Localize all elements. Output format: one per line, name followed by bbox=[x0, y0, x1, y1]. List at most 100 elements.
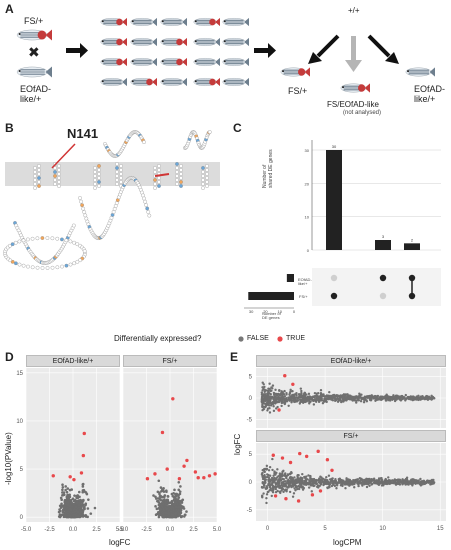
residue-circle bbox=[55, 236, 60, 241]
non-de-point bbox=[427, 397, 431, 401]
residue-circle bbox=[17, 239, 22, 244]
non-de-point bbox=[66, 487, 70, 490]
non-de-point bbox=[353, 486, 356, 489]
non-de-point bbox=[271, 384, 275, 387]
residue-circle bbox=[175, 162, 179, 166]
non-de-point bbox=[298, 402, 302, 405]
residue-circle bbox=[93, 186, 97, 190]
non-de-point bbox=[274, 472, 277, 476]
non-de-point bbox=[60, 502, 63, 506]
non-de-point bbox=[372, 396, 376, 399]
non-de-point bbox=[430, 396, 434, 399]
residue-circle bbox=[97, 176, 101, 180]
non-de-point bbox=[69, 509, 73, 512]
non-de-point bbox=[366, 483, 370, 486]
residue-circle bbox=[179, 176, 183, 180]
non-de-point bbox=[267, 473, 270, 477]
x-tick-label: 5.0 bbox=[116, 527, 125, 533]
set-size-axis-label: Number of DE genes bbox=[262, 311, 281, 320]
non-de-point bbox=[380, 395, 383, 398]
de-point bbox=[277, 408, 281, 412]
non-de-point bbox=[356, 396, 359, 399]
non-de-point bbox=[77, 490, 81, 494]
non-de-point bbox=[267, 480, 270, 483]
residue-circle bbox=[81, 206, 86, 211]
non-de-point bbox=[384, 396, 387, 399]
residue-circle bbox=[115, 170, 119, 174]
non-de-point bbox=[285, 474, 288, 478]
non-de-point bbox=[260, 391, 263, 394]
non-de-point bbox=[301, 472, 304, 476]
non-de-point bbox=[355, 401, 358, 404]
non-de-point bbox=[269, 404, 273, 407]
residue-circle bbox=[147, 213, 152, 218]
residue-circle bbox=[60, 264, 64, 269]
non-de-point bbox=[307, 392, 311, 396]
non-de-point bbox=[325, 476, 328, 479]
residue-circle bbox=[145, 206, 150, 211]
non-de-point bbox=[328, 478, 332, 481]
residue-circle bbox=[21, 238, 26, 243]
non-de-point bbox=[327, 474, 331, 477]
non-de-point bbox=[64, 485, 67, 488]
non-de-point bbox=[363, 395, 367, 399]
zebrafish-icon bbox=[280, 67, 310, 77]
non-de-point bbox=[270, 386, 273, 389]
non-de-point bbox=[299, 480, 302, 483]
non-de-point bbox=[376, 398, 379, 401]
non-de-point bbox=[323, 397, 326, 400]
residue-circle bbox=[80, 203, 84, 208]
panel-a-letter: A bbox=[5, 2, 14, 16]
non-de-point bbox=[75, 496, 78, 500]
residue-circle bbox=[153, 170, 157, 174]
ma-x-label: logCPM bbox=[333, 538, 362, 547]
residue-circle bbox=[50, 265, 55, 270]
arrow-down-grey-icon bbox=[345, 36, 362, 72]
de-point bbox=[284, 497, 288, 501]
non-de-point bbox=[373, 481, 376, 485]
non-de-point bbox=[319, 399, 322, 402]
set-size-bar bbox=[248, 292, 294, 300]
non-de-point bbox=[66, 503, 70, 507]
non-de-point bbox=[320, 478, 324, 482]
non-de-point bbox=[358, 392, 361, 395]
offspring-fs-label: FS/+ bbox=[288, 86, 308, 96]
residue-circle bbox=[179, 184, 183, 188]
residue-circle bbox=[201, 174, 205, 178]
non-de-point bbox=[73, 510, 76, 514]
non-de-point bbox=[68, 514, 72, 518]
non-de-point bbox=[265, 493, 269, 496]
non-de-point bbox=[396, 394, 400, 398]
non-de-point bbox=[271, 491, 275, 494]
zebrafish-icon bbox=[130, 37, 157, 47]
non-de-point bbox=[313, 394, 317, 398]
non-de-point bbox=[307, 486, 311, 489]
arrow-down-left-icon bbox=[308, 34, 340, 64]
non-de-point bbox=[359, 479, 362, 482]
residue-circle bbox=[205, 164, 209, 168]
panel-c-letter: C bbox=[233, 121, 242, 135]
non-de-point bbox=[273, 476, 276, 480]
residue-circle bbox=[30, 236, 35, 241]
residue-circle bbox=[33, 178, 37, 182]
residue-circle bbox=[153, 186, 157, 190]
residue-circle bbox=[157, 180, 161, 184]
non-de-point bbox=[263, 395, 267, 398]
non-de-point bbox=[385, 393, 388, 396]
non-de-point bbox=[268, 465, 272, 469]
residue-circle bbox=[82, 210, 87, 214]
non-de-point bbox=[58, 513, 62, 516]
non-de-point bbox=[264, 481, 267, 484]
y-tick-label: -5 bbox=[247, 417, 253, 423]
ma-y-label: logFC bbox=[233, 433, 242, 455]
non-de-point bbox=[364, 478, 368, 481]
residue-circle bbox=[72, 261, 77, 266]
non-de-point bbox=[368, 395, 371, 398]
non-de-point bbox=[352, 396, 356, 400]
residue-circle bbox=[45, 266, 50, 270]
non-de-point bbox=[274, 388, 277, 392]
non-de-point bbox=[318, 480, 322, 484]
non-de-point bbox=[370, 482, 374, 486]
non-de-point bbox=[316, 396, 320, 400]
non-de-point bbox=[384, 481, 387, 485]
